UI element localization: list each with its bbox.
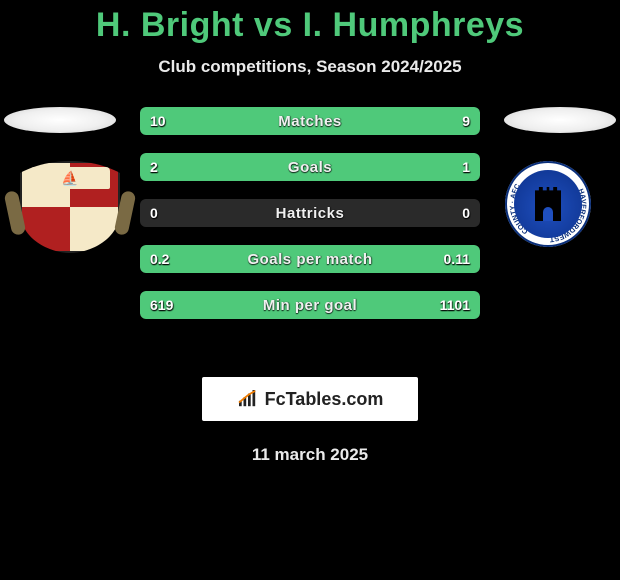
comparison-stage: ⛵ HAVERFORDWEST COUNTY · AFC 109Matches 2…	[0, 107, 620, 367]
castle-icon	[535, 187, 561, 221]
stat-bars: 109Matches 21Goals 00Hattricks 0.20.11Goals…	[140, 107, 480, 337]
stat-label: Min per goal	[140, 291, 480, 319]
stat-row: 0.20.11Goals per match	[140, 245, 480, 273]
page-title: H. Bright vs I. Humphreys	[0, 0, 620, 45]
stat-label: Goals per match	[140, 245, 480, 273]
badge-icon: HAVERFORDWEST COUNTY · AFC	[505, 161, 591, 247]
brand-box: FcTables.com	[202, 377, 418, 421]
date-label: 11 march 2025	[0, 445, 620, 465]
stat-row: 21Goals	[140, 153, 480, 181]
stat-label: Hattricks	[140, 199, 480, 227]
subtitle: Club competitions, Season 2024/2025	[0, 57, 620, 77]
club-crest-left: ⛵	[20, 161, 120, 253]
shield-icon: ⛵	[20, 161, 120, 253]
stat-label: Goals	[140, 153, 480, 181]
club-crest-right: HAVERFORDWEST COUNTY · AFC	[498, 161, 598, 253]
stat-row: 6191101Min per goal	[140, 291, 480, 319]
stat-label: Matches	[140, 107, 480, 135]
player-left-placeholder	[4, 107, 116, 133]
stat-row: 109Matches	[140, 107, 480, 135]
stat-row: 00Hattricks	[140, 199, 480, 227]
bar-chart-icon	[237, 390, 259, 408]
ship-icon: ⛵	[61, 170, 78, 187]
player-right-placeholder	[504, 107, 616, 133]
brand-text: FcTables.com	[265, 389, 384, 410]
